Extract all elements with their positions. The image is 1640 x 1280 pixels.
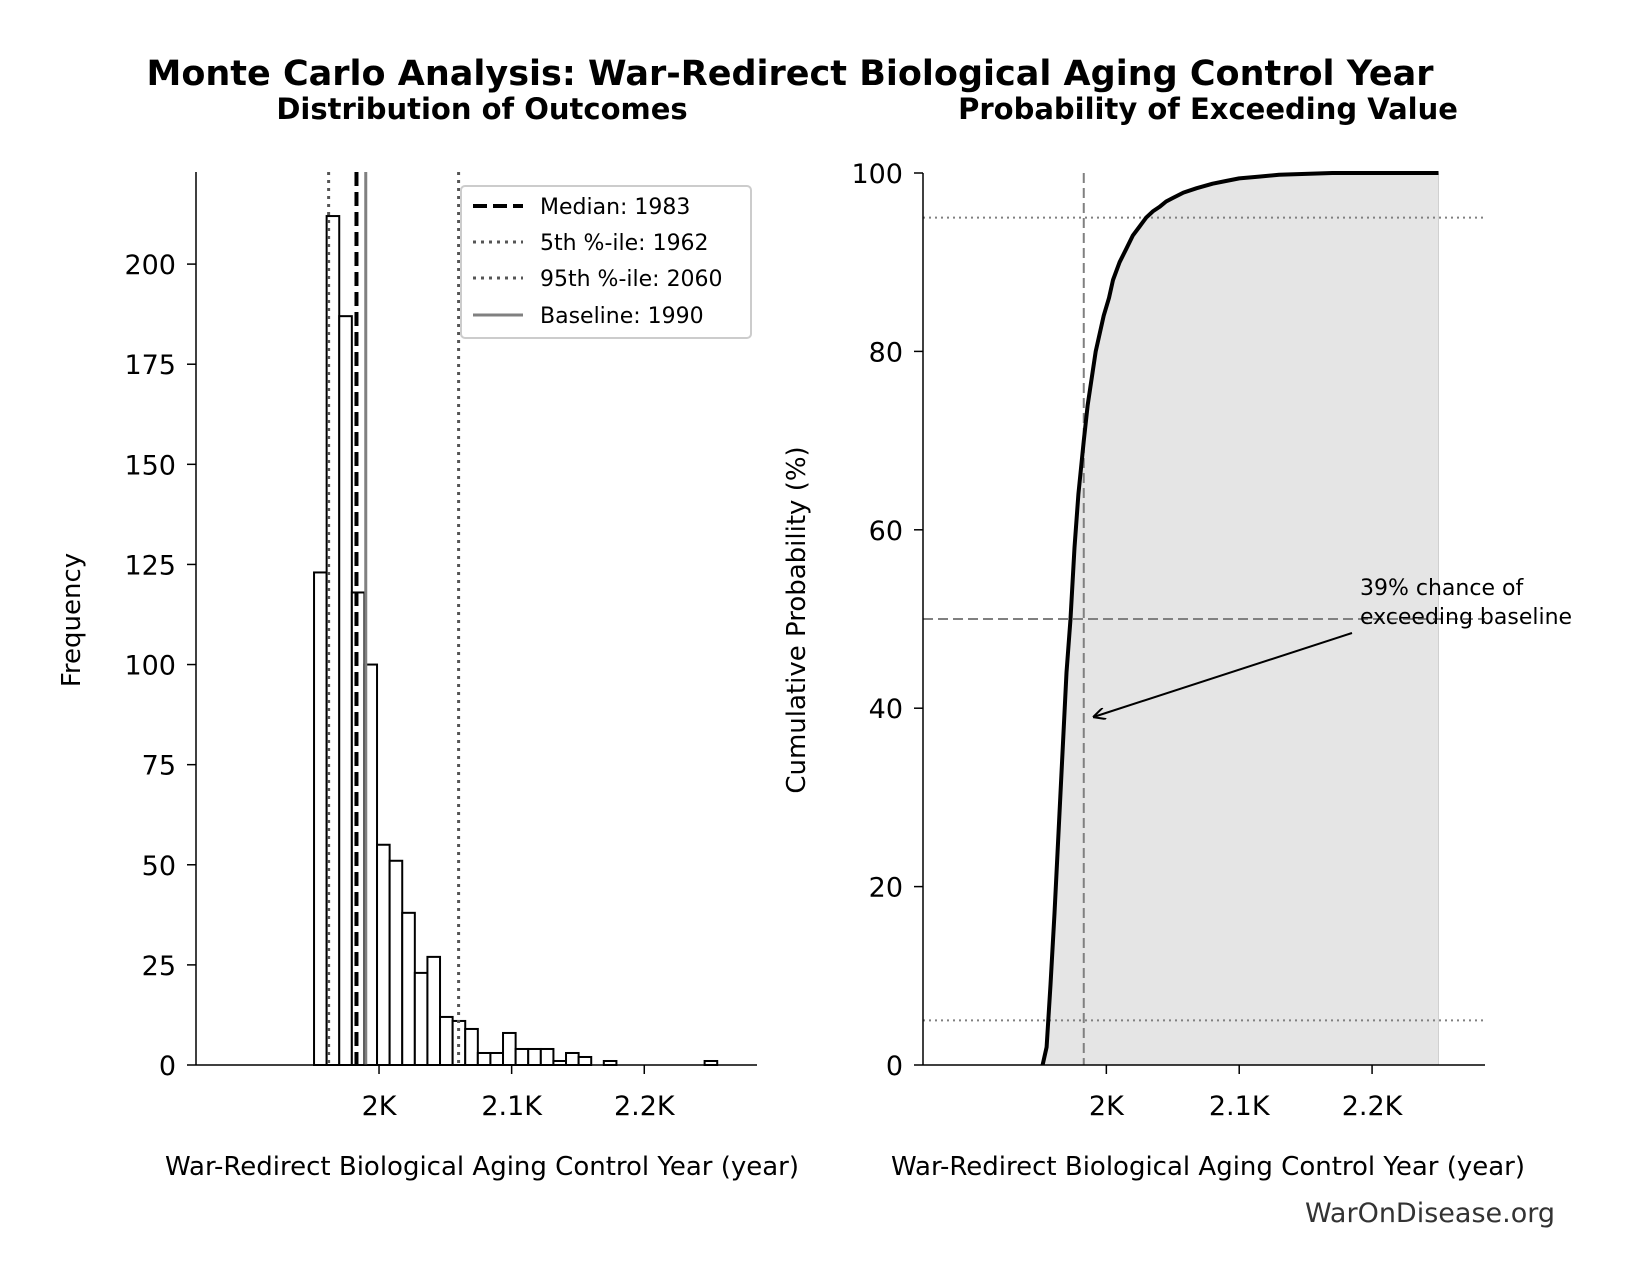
- histogram-title: Distribution of Outcomes: [276, 92, 687, 126]
- cdf-reference-lines: [923, 173, 1485, 1065]
- histogram-bar-18: [539, 1047, 555, 1066]
- cdf-axes: [922, 173, 1485, 1066]
- histogram-bar-15: [502, 1031, 517, 1066]
- histogram-ticks: 0 25 50 75 100 125 150 175 200 2K 2.1K 2.2K: [124, 250, 675, 1122]
- histogram-bars: [313, 215, 719, 1067]
- watermark: WarOnDisease.org: [1305, 1198, 1555, 1229]
- cdf-x-tick-label-1: 2.1K: [1209, 1091, 1271, 1122]
- histogram-bar-14: [489, 1051, 505, 1067]
- legend-label-baseline: Baseline: 1990: [540, 304, 704, 329]
- histogram-bar-8: [413, 971, 429, 1066]
- cdf-y-tick-label-4: 80: [869, 337, 903, 368]
- histogram-bar-12: [464, 1027, 479, 1066]
- histogram-x-tick-label-0: 2K: [362, 1091, 398, 1122]
- cdf-panel: Probability of Exceeding Value 0 20 40 60 80…: [782, 92, 1572, 1182]
- histogram-bar-20: [565, 1051, 580, 1067]
- legend-label-median: Median: 1983: [540, 195, 690, 220]
- cdf-ticks: 0 20 40 60 80 100 2K 2.1K 2.2K: [851, 159, 1403, 1122]
- histogram-y-tick-label-4: 100: [124, 651, 176, 682]
- histogram-x-tick-label-1: 2.1K: [481, 1091, 543, 1122]
- histogram-bar-6: [388, 859, 404, 1066]
- histogram-bar-9: [426, 955, 442, 1066]
- histogram-bar-17: [527, 1047, 542, 1066]
- histogram-bar-11: [451, 1019, 467, 1067]
- histogram-y-tick-label-8: 200: [124, 250, 176, 281]
- legend-label-5th: 5th %-ile: 1962: [540, 231, 709, 256]
- histogram-y-tick-label-5: 125: [124, 550, 176, 581]
- histogram-y-tick-label-1: 25: [142, 951, 176, 982]
- cdf-y-axis-label: Cumulative Probability (%): [782, 446, 812, 793]
- histogram-vertical-lines: [327, 172, 461, 1065]
- histogram-panel: Distribution of Outcomes 0 25 50 75 100 125 15…: [57, 92, 799, 1182]
- histogram-axes: [195, 172, 757, 1066]
- cdf-y-tick-label-1: 20: [869, 873, 903, 904]
- histogram-y-tick-label-2: 50: [142, 851, 176, 882]
- histogram-bar-1: [325, 215, 341, 1067]
- histogram-bar-0: [313, 571, 328, 1066]
- histogram-bar-2: [338, 315, 353, 1066]
- histogram-x-axis-label: War-Redirect Biological Aging Control Ye…: [165, 1152, 799, 1182]
- cdf-y-tick-label-2: 40: [869, 694, 903, 725]
- annotation-arrow: [1093, 632, 1353, 717]
- cdf-y-tick-label-3: 60: [869, 516, 903, 547]
- histogram-bar-5: [376, 843, 391, 1066]
- cdf-title: Probability of Exceeding Value: [958, 92, 1458, 126]
- annotation-line-2: exceeding baseline: [1360, 605, 1572, 630]
- histogram-bar-10: [439, 1015, 454, 1066]
- histogram-legend: Median: 1983 5th %-ile: 1962 95th %-ile:…: [460, 185, 752, 339]
- histogram-bar-16: [514, 1047, 530, 1066]
- histogram-y-axis-label: Frequency: [57, 553, 87, 687]
- legend-label-95th: 95th %-ile: 2060: [540, 267, 723, 292]
- histogram-x-tick-label-2: 2.2K: [614, 1091, 676, 1122]
- cdf-annotation: 39% chance of exceeding baseline: [1093, 576, 1572, 717]
- histogram-y-tick-label-7: 175: [124, 350, 176, 381]
- legend-frame: [460, 185, 752, 339]
- cdf-x-tick-label-0: 2K: [1089, 1091, 1125, 1122]
- cdf-x-tick-label-2: 2.2K: [1342, 1091, 1404, 1122]
- cdf-y-tick-label-0: 0: [886, 1051, 903, 1082]
- cdf-curve: [1040, 171, 1439, 1066]
- annotation-line-1: 39% chance of: [1360, 576, 1524, 601]
- histogram-bar-7: [401, 911, 416, 1066]
- cdf-x-axis-label: War-Redirect Biological Aging Control Ye…: [891, 1152, 1525, 1182]
- figure-title: Monte Carlo Analysis: War-Redirect Biolo…: [147, 54, 1435, 94]
- histogram-bar-21: [577, 1055, 593, 1067]
- cdf-y-tick-label-5: 100: [851, 159, 903, 190]
- histogram-bar-13: [476, 1051, 492, 1067]
- histogram-y-tick-label-0: 0: [159, 1051, 176, 1082]
- histogram-y-tick-label-3: 75: [142, 751, 176, 782]
- histogram-y-tick-label-6: 150: [124, 450, 176, 481]
